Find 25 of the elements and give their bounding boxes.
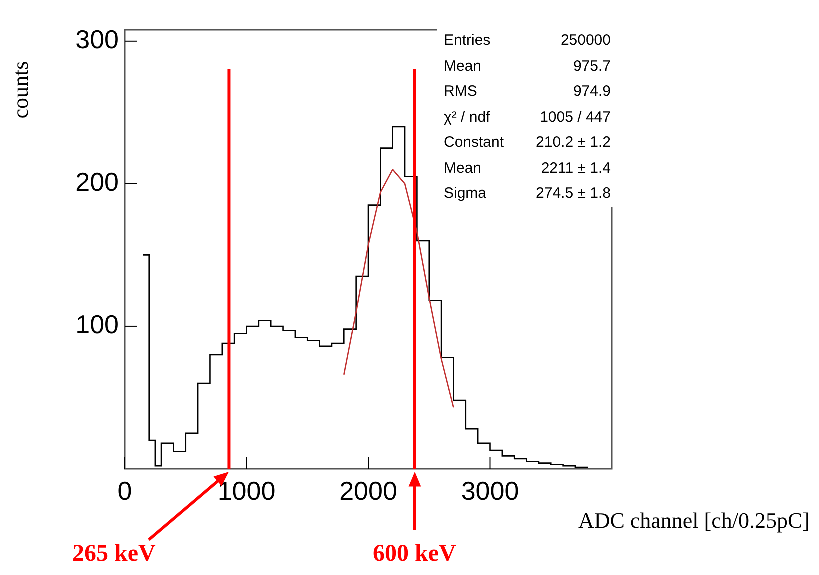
x-tick-label: 2000 (340, 476, 398, 506)
ref-line-label: 265 keV (72, 541, 157, 568)
x-tick-label: 1000 (218, 476, 276, 506)
annotation: Mean (444, 158, 482, 178)
x-tick-label: 0 (118, 476, 132, 506)
annotation: 210.2 ± 1.2 (536, 133, 611, 153)
annotation: 974.9 (573, 82, 611, 102)
x-axis-title: ADC channel [ch/0.25pC] (578, 508, 810, 533)
y-tick-label: 100 (76, 310, 119, 340)
annotation: 274.5 ± 1.8 (536, 184, 611, 204)
y-tick-label: 300 (76, 24, 119, 55)
annotation: RMS (444, 82, 478, 102)
annotation: 975.7 (573, 56, 611, 76)
annotation: χ² / ndf (444, 108, 490, 128)
x-tick-label: 3000 (461, 476, 520, 506)
annotation: Sigma (444, 184, 487, 204)
y-axis-title: counts (8, 61, 33, 119)
annotation: Constant (444, 133, 504, 153)
annotation: 1005 / 447 (540, 108, 611, 128)
annotation: Mean (444, 56, 482, 76)
annotation: 250000 (560, 31, 611, 51)
ref-line-label: 600 keV (372, 541, 457, 568)
y-tick-label: 200 (76, 167, 119, 198)
annotation: 2211 ± 1.4 (541, 158, 611, 178)
annotation: Entries (444, 31, 491, 51)
